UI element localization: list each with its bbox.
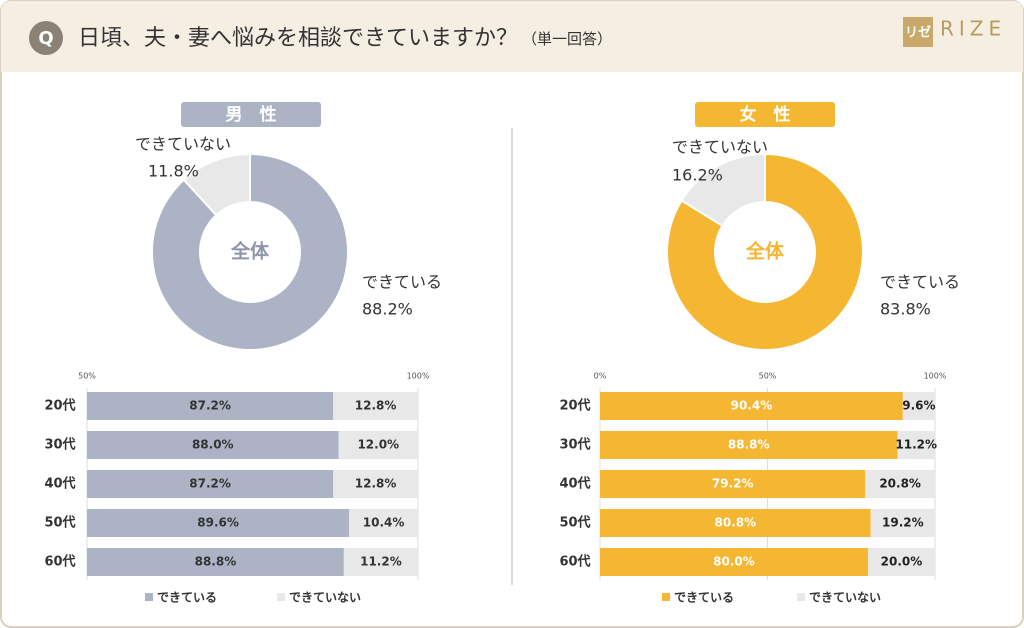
- bar-value-label: 88.8%: [195, 555, 237, 569]
- bar-value-label: 11.2%: [360, 555, 402, 569]
- x-tick-label: 0%: [594, 372, 607, 381]
- legend-label: できていない: [809, 591, 881, 605]
- x-tick-label: 100%: [407, 372, 430, 381]
- category-label: 50代: [44, 515, 75, 531]
- bar-value-label: 10.4%: [363, 516, 405, 530]
- legend-label: できていない: [289, 591, 361, 605]
- slice-value-label: 83.8%: [880, 300, 931, 319]
- category-label: 60代: [44, 554, 75, 570]
- legend-swatch: [145, 593, 153, 601]
- question-title: 日頃、夫・妻へ悩みを相談できていますか？: [78, 26, 518, 51]
- bar-value-label: 87.2%: [189, 477, 231, 491]
- bar-segment: [87, 470, 334, 498]
- bar-value-label: 20.8%: [879, 477, 921, 491]
- bar-value-label: 20.0%: [881, 555, 923, 569]
- bar-segment: [902, 392, 935, 420]
- donut-slice: [680, 152, 766, 228]
- donut-center-label: 全体: [230, 240, 270, 263]
- bar-value-label: 80.8%: [715, 516, 757, 530]
- bar-value-label: 88.8%: [728, 438, 770, 452]
- category-label: 30代: [559, 437, 590, 453]
- legend-swatch: [797, 593, 805, 601]
- bar-segment: [87, 431, 339, 459]
- slice-value-label: 11.8%: [148, 162, 199, 181]
- bar-segment: [870, 509, 935, 537]
- x-tick-label: 50%: [78, 372, 96, 381]
- logo-mark-text: リゼ: [905, 25, 931, 41]
- slice-label: できていない: [135, 135, 231, 154]
- bar-value-label: 11.2%: [895, 438, 937, 452]
- bar-segment: [333, 470, 418, 498]
- bar-segment: [600, 509, 871, 537]
- bar-value-label: 90.4%: [731, 399, 773, 413]
- question: 日頃、夫・妻へ悩みを相談できていますか？ （単一回答）: [78, 26, 612, 51]
- donut-slice: [182, 152, 251, 217]
- donut-center-label: 全体: [745, 240, 785, 263]
- bar-segment: [600, 470, 866, 498]
- category-label: 30代: [44, 437, 75, 453]
- category-label: 50代: [559, 515, 590, 531]
- bar-segment: [600, 548, 868, 576]
- bar-value-label: 80.0%: [713, 555, 755, 569]
- bar-value-label: 87.2%: [189, 399, 231, 413]
- legend-label: できている: [157, 591, 217, 605]
- bar-value-label: 12.0%: [357, 438, 399, 452]
- slice-label: できている: [880, 273, 960, 292]
- category-label: 40代: [559, 476, 590, 492]
- bar-segment: [87, 392, 334, 420]
- bar-segment: [868, 548, 935, 576]
- bar-value-label: 88.0%: [192, 438, 234, 452]
- donut-slice: [151, 152, 349, 351]
- bar-segment: [87, 509, 350, 537]
- legend-label: できている: [674, 591, 734, 605]
- header-band: [1, 1, 1023, 72]
- slice-label: できている: [362, 273, 442, 292]
- bar-segment: [338, 431, 418, 459]
- q-letter: Q: [38, 28, 53, 49]
- bar-segment: [600, 392, 903, 420]
- logo-mark: [903, 17, 933, 47]
- q-badge: [29, 21, 63, 55]
- bar-segment: [87, 548, 344, 576]
- panel-title: 男 性: [226, 104, 277, 125]
- bar-segment: [343, 548, 418, 576]
- bar-value-label: 12.8%: [355, 399, 397, 413]
- bar-value-label: 79.2%: [712, 477, 754, 491]
- logo-name: RIZE: [940, 17, 1006, 41]
- bar-value-label: 19.2%: [882, 516, 924, 530]
- legend-swatch: [662, 593, 670, 601]
- category-label: 40代: [44, 476, 75, 492]
- bar-segment: [349, 509, 418, 537]
- category-label: 60代: [559, 554, 590, 570]
- x-tick-label: 50%: [759, 372, 777, 381]
- x-tick-label: 100%: [924, 372, 947, 381]
- slice-label: できていない: [672, 138, 768, 157]
- bar-segment: [897, 431, 935, 459]
- bar-value-label: 9.6%: [902, 399, 935, 413]
- donut-slice: [666, 152, 864, 351]
- bar-segment: [333, 392, 418, 420]
- category-label: 20代: [44, 398, 75, 414]
- category-label: 20代: [559, 398, 590, 414]
- panel-title-bg: [695, 102, 835, 127]
- panel-title-bg: [181, 102, 321, 127]
- bar-segment: [600, 431, 898, 459]
- slice-value-label: 88.2%: [362, 300, 413, 319]
- bar-value-label: 89.6%: [197, 516, 239, 530]
- panel-title: 女 性: [740, 104, 791, 125]
- slice-value-label: 16.2%: [672, 166, 723, 185]
- legend-swatch: [277, 593, 285, 601]
- question-note: （単一回答）: [522, 30, 612, 48]
- bar-segment: [865, 470, 935, 498]
- bar-value-label: 12.8%: [355, 477, 397, 491]
